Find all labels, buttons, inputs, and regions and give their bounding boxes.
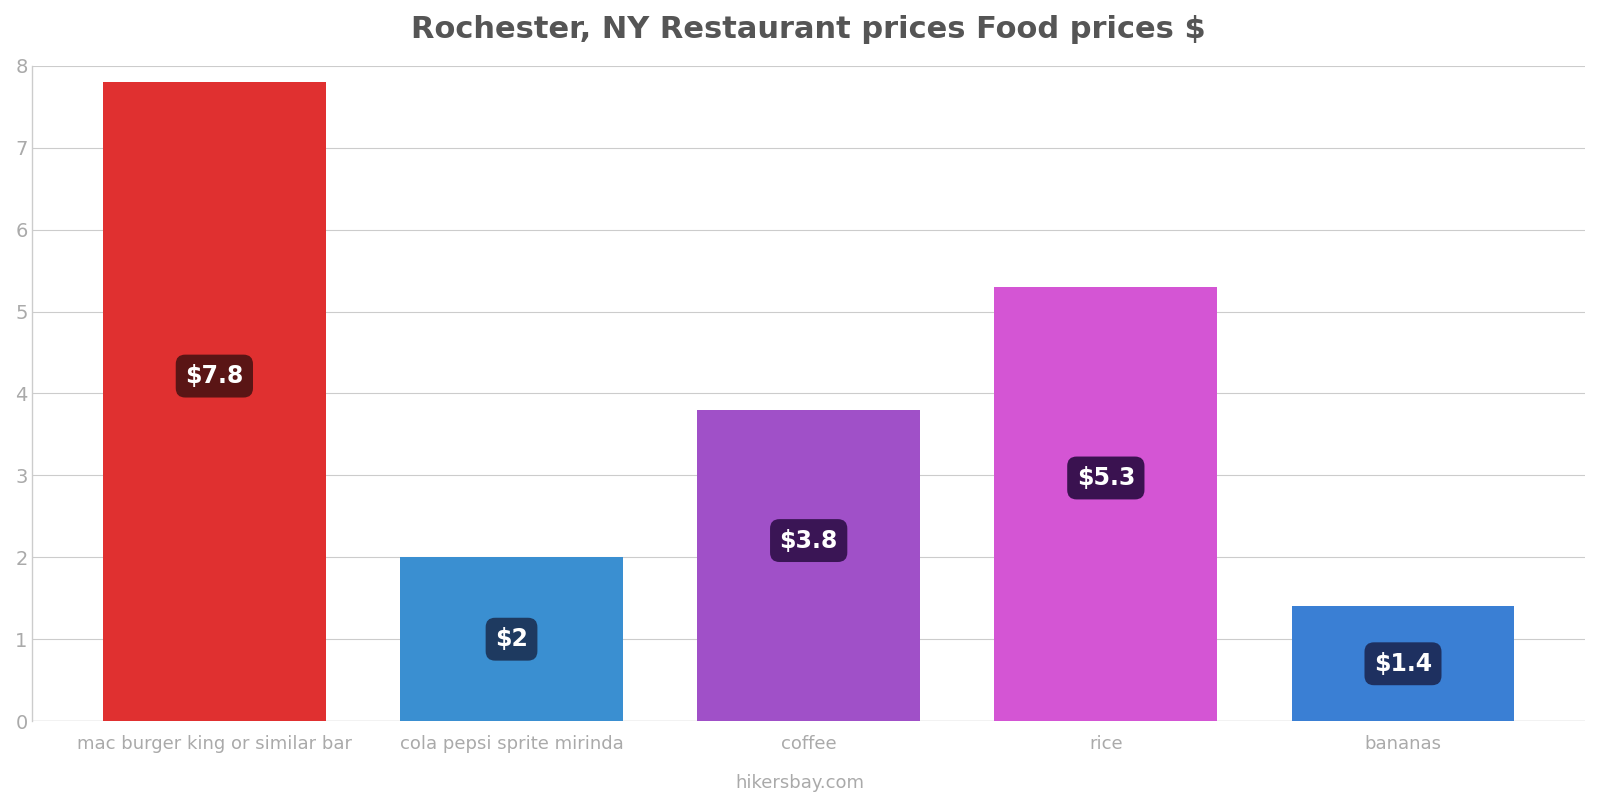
Bar — [698, 410, 920, 721]
Bar — [1291, 606, 1515, 721]
Bar — [102, 82, 326, 721]
Text: $7.8: $7.8 — [186, 364, 243, 388]
Bar — [400, 558, 622, 721]
Text: $5.3: $5.3 — [1077, 466, 1134, 490]
Title: Rochester, NY Restaurant prices Food prices $: Rochester, NY Restaurant prices Food pri… — [411, 15, 1206, 44]
Text: $1.4: $1.4 — [1374, 652, 1432, 676]
Text: $3.8: $3.8 — [779, 529, 838, 553]
Bar — [995, 287, 1218, 721]
Text: $2: $2 — [494, 627, 528, 651]
Text: hikersbay.com: hikersbay.com — [736, 774, 864, 792]
